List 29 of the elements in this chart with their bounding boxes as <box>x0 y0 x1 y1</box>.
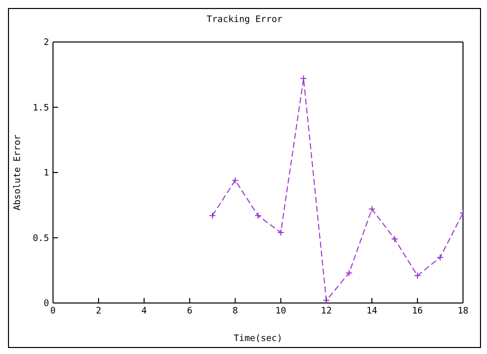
x-axis-title: Time(sec) <box>234 334 282 344</box>
x-tick-label: 4 <box>141 306 147 316</box>
point <box>300 75 308 82</box>
point <box>277 229 284 236</box>
x-tick-label: 16 <box>412 306 423 316</box>
chart-title: Tracking Error <box>206 15 284 25</box>
y-tick-label: 2 <box>44 38 49 48</box>
point <box>346 269 353 276</box>
x-tick-label: 6 <box>186 306 192 316</box>
point <box>322 296 330 303</box>
point <box>232 176 239 184</box>
y-axis-title: Absolute Error <box>13 134 24 210</box>
x-tick-label: 14 <box>366 306 378 316</box>
x-tick-label: 12 <box>320 306 332 316</box>
point <box>391 236 398 243</box>
y-tick-label: 1 <box>44 168 49 179</box>
y-tick-label: 0 <box>44 299 49 310</box>
x-tick-label: 2 <box>96 306 102 316</box>
x-tick-label: 8 <box>232 306 238 316</box>
point <box>254 212 262 220</box>
point <box>414 272 421 280</box>
point <box>368 206 376 213</box>
x-tick-label: 0 <box>50 306 56 316</box>
y-tick-label: 1.5 <box>32 103 49 114</box>
point <box>436 254 444 261</box>
x-tick-label: 10 <box>275 306 286 316</box>
point <box>208 212 216 220</box>
x-tick-label: 18 <box>458 306 468 316</box>
y-tick-label: 0.5 <box>32 234 49 244</box>
